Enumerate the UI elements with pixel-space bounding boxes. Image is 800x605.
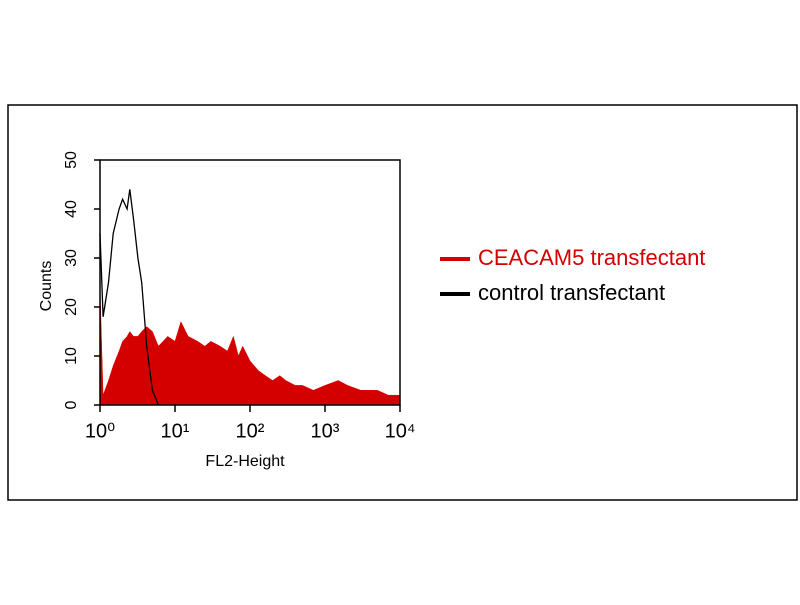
legend-label: CEACAM5 transfectant: [478, 245, 705, 270]
area: [99, 287, 401, 406]
y-tick-label: 0: [63, 400, 80, 409]
x-tick-label: 10⁰: [85, 420, 115, 442]
frame: [7, 104, 798, 501]
x-tick-label: 10³: [311, 420, 340, 442]
x-tick-label: 10²: [236, 420, 265, 442]
line: [99, 189, 160, 406]
x-tick-label: 10⁴: [385, 420, 416, 442]
y-tick-label: 20: [63, 298, 80, 316]
legend-label: control transfectant: [478, 280, 665, 305]
x-tick-label: 10¹: [161, 420, 190, 442]
x-axis-label: FL2-Height: [205, 453, 285, 470]
y-axis-label: Counts: [38, 261, 55, 312]
y-tick-label: 50: [63, 151, 80, 169]
y-tick-label: 10: [63, 347, 80, 365]
y-tick-label: 40: [63, 200, 80, 218]
y-tick-label: 30: [63, 249, 80, 267]
